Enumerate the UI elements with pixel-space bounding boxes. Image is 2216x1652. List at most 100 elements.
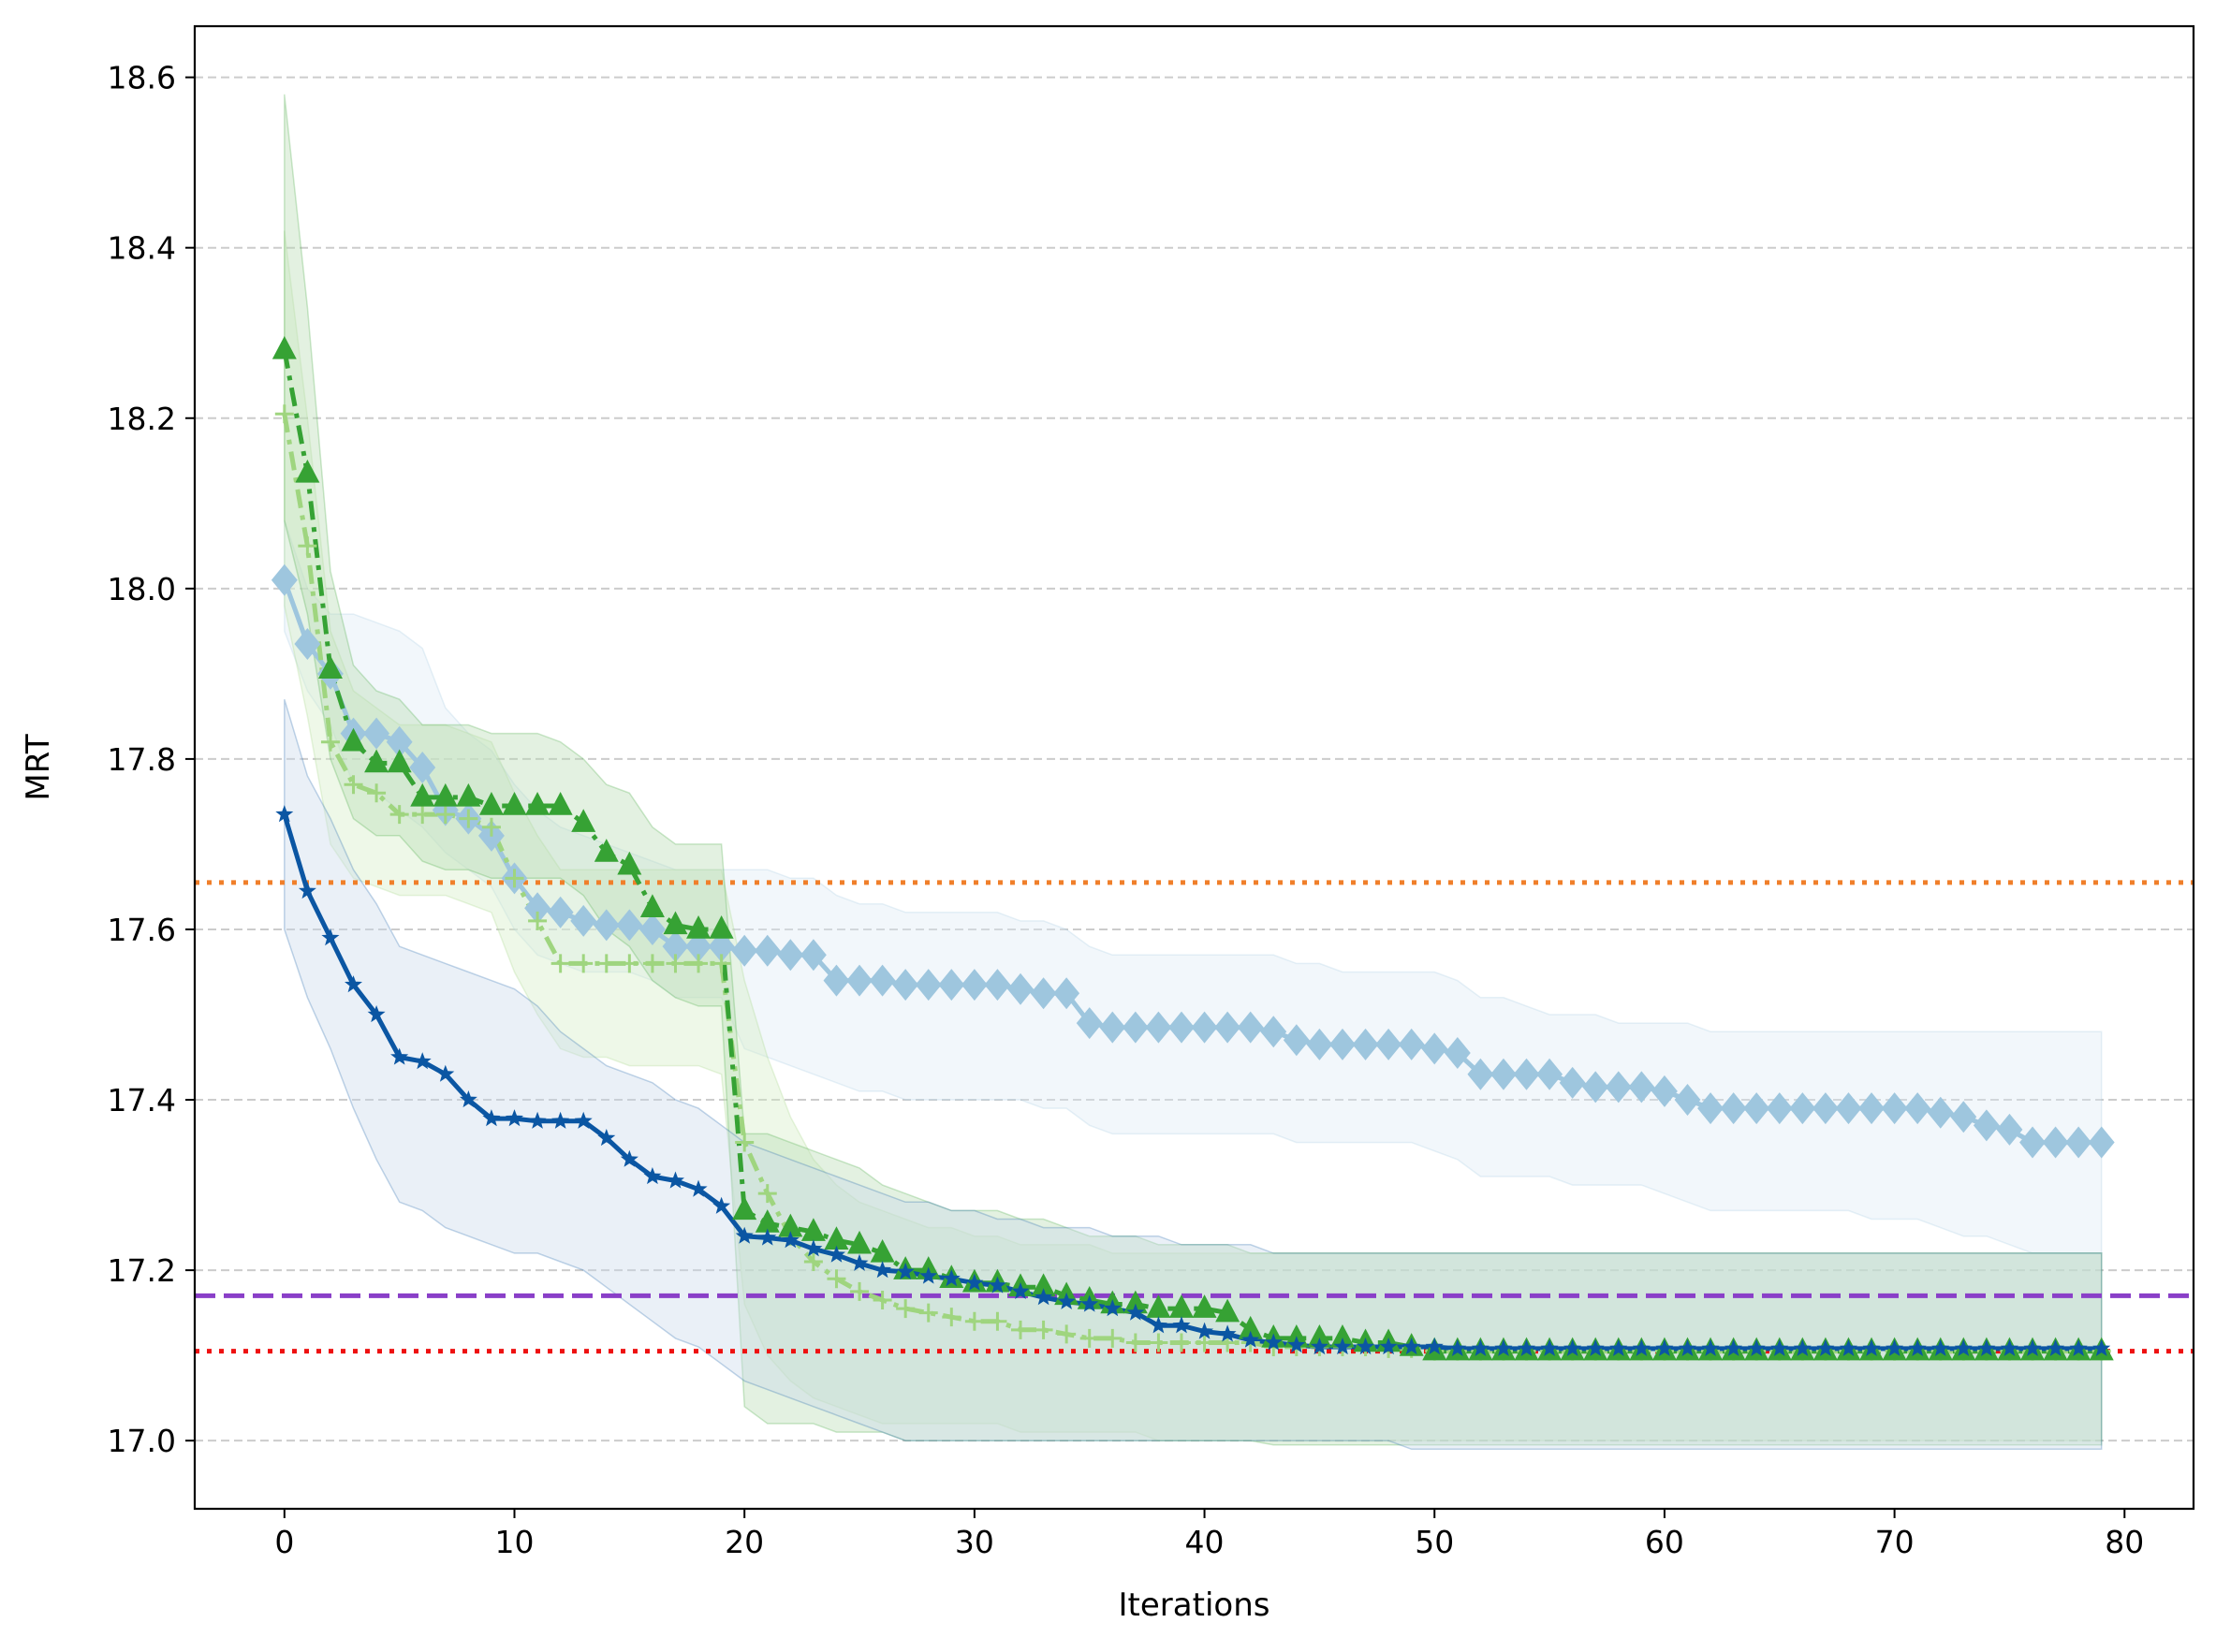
y-tick-label: 17.4 — [108, 1082, 176, 1118]
series-3-point — [735, 1226, 754, 1244]
series-3-point — [1977, 1338, 1996, 1356]
series-3-markers — [275, 805, 2111, 1356]
series-3-point — [506, 1109, 523, 1127]
series-0-point — [1030, 977, 1057, 1010]
series-0-point — [731, 934, 758, 967]
series-3-point — [2000, 1338, 2018, 1356]
series-2-point — [594, 839, 619, 862]
series-2-point — [525, 792, 550, 815]
series-1-point — [574, 954, 594, 973]
series-0-point — [1766, 1092, 1793, 1125]
series-0-point — [800, 939, 827, 972]
series-2-point — [295, 459, 320, 483]
series-2-point — [686, 915, 712, 939]
series-1-point — [1079, 1328, 1099, 1348]
series-1-band — [284, 230, 2103, 1441]
series-0-point — [846, 964, 873, 997]
series-3-point — [1402, 1338, 1421, 1355]
series-2-point — [387, 749, 412, 773]
series-1-point — [1011, 1320, 1031, 1339]
series-1-point — [367, 783, 387, 803]
series-0-point — [1237, 1011, 1264, 1044]
series-3-point — [1379, 1338, 1398, 1355]
series-1-point — [942, 1308, 961, 1327]
series-0-point — [1145, 1011, 1172, 1044]
series-0-point — [1697, 1092, 1724, 1125]
series-2-point — [1123, 1290, 1148, 1314]
series-1-point — [505, 869, 524, 888]
series-0-point — [638, 913, 666, 945]
series-3-point — [1035, 1288, 1053, 1306]
series-0-point — [1513, 1058, 1540, 1090]
series-3-point — [436, 1064, 455, 1082]
series-0-point — [2019, 1126, 2046, 1159]
series-3-point — [1518, 1338, 1535, 1356]
x-axis-title: Iterations — [1119, 1586, 1270, 1624]
series-1-point — [1034, 1320, 1053, 1339]
series-3-point — [1494, 1338, 1513, 1356]
y-tick-label: 17.2 — [108, 1252, 176, 1289]
series-3-point — [1448, 1338, 1467, 1356]
series-3-point — [1840, 1338, 1857, 1356]
series-2-point — [548, 792, 573, 815]
series-3-point — [1172, 1316, 1191, 1334]
series-1-point — [344, 775, 363, 795]
series-0-point — [1329, 1028, 1356, 1060]
series-0-point — [1467, 1058, 1494, 1090]
series-3-point — [1011, 1281, 1030, 1299]
series-1-point — [642, 954, 662, 973]
series-3-point — [1679, 1338, 1696, 1356]
series-2-point — [1307, 1323, 1332, 1348]
series-3-point — [298, 882, 316, 899]
series-3-point — [275, 805, 294, 823]
x-tick-label: 80 — [2105, 1524, 2144, 1560]
series-0-point — [1306, 1028, 1333, 1060]
series-3-point — [1609, 1338, 1628, 1356]
series-1-point — [712, 954, 731, 973]
series-1-point — [528, 911, 548, 930]
series-2-point — [478, 792, 504, 815]
series-3-point — [2023, 1338, 2042, 1356]
series-3-point — [919, 1266, 938, 1284]
series-3-point — [1586, 1338, 1605, 1356]
series-0-point — [524, 892, 551, 925]
series-0-point — [1743, 1092, 1770, 1125]
y-tick-label: 18.2 — [108, 401, 176, 437]
series-0-point — [938, 969, 965, 1001]
series-2-point — [502, 792, 527, 815]
series-0-point — [1490, 1058, 1517, 1090]
x-tick-label: 10 — [495, 1524, 535, 1560]
series-3-point — [850, 1253, 869, 1271]
series-3-point — [413, 1052, 432, 1070]
series-2-point — [410, 782, 435, 807]
series-2-point — [571, 809, 596, 832]
series-2-point — [1238, 1315, 1263, 1339]
series-1-point — [803, 1252, 823, 1271]
series-3-point — [482, 1109, 501, 1127]
series-0-point — [915, 969, 942, 1001]
y-tick-label: 17.6 — [108, 912, 176, 948]
series-1-point — [666, 954, 685, 973]
series-1-point — [550, 954, 570, 973]
series-2-point — [617, 851, 642, 875]
series-1-point — [757, 1184, 777, 1204]
series-0-point — [1076, 1007, 1103, 1040]
y-tick-label: 17.8 — [108, 741, 176, 778]
series-2-point — [1031, 1273, 1056, 1297]
series-0-point — [386, 725, 413, 758]
series-1-point — [298, 536, 317, 556]
series-0-point — [777, 939, 804, 972]
series-0-point — [1651, 1075, 1678, 1107]
series-0-point — [1375, 1028, 1402, 1060]
series-2-point — [732, 1196, 757, 1221]
series-0-point — [1421, 1032, 1448, 1065]
series-0-point — [892, 969, 919, 1001]
y-tick-label: 18.6 — [108, 60, 176, 96]
series-2-point — [1192, 1294, 1217, 1318]
series-3-point — [1886, 1338, 1904, 1356]
series-2-point — [870, 1238, 895, 1263]
gridlines — [195, 76, 2194, 1442]
series-2-point — [824, 1226, 849, 1250]
series-1-point — [1171, 1333, 1191, 1352]
